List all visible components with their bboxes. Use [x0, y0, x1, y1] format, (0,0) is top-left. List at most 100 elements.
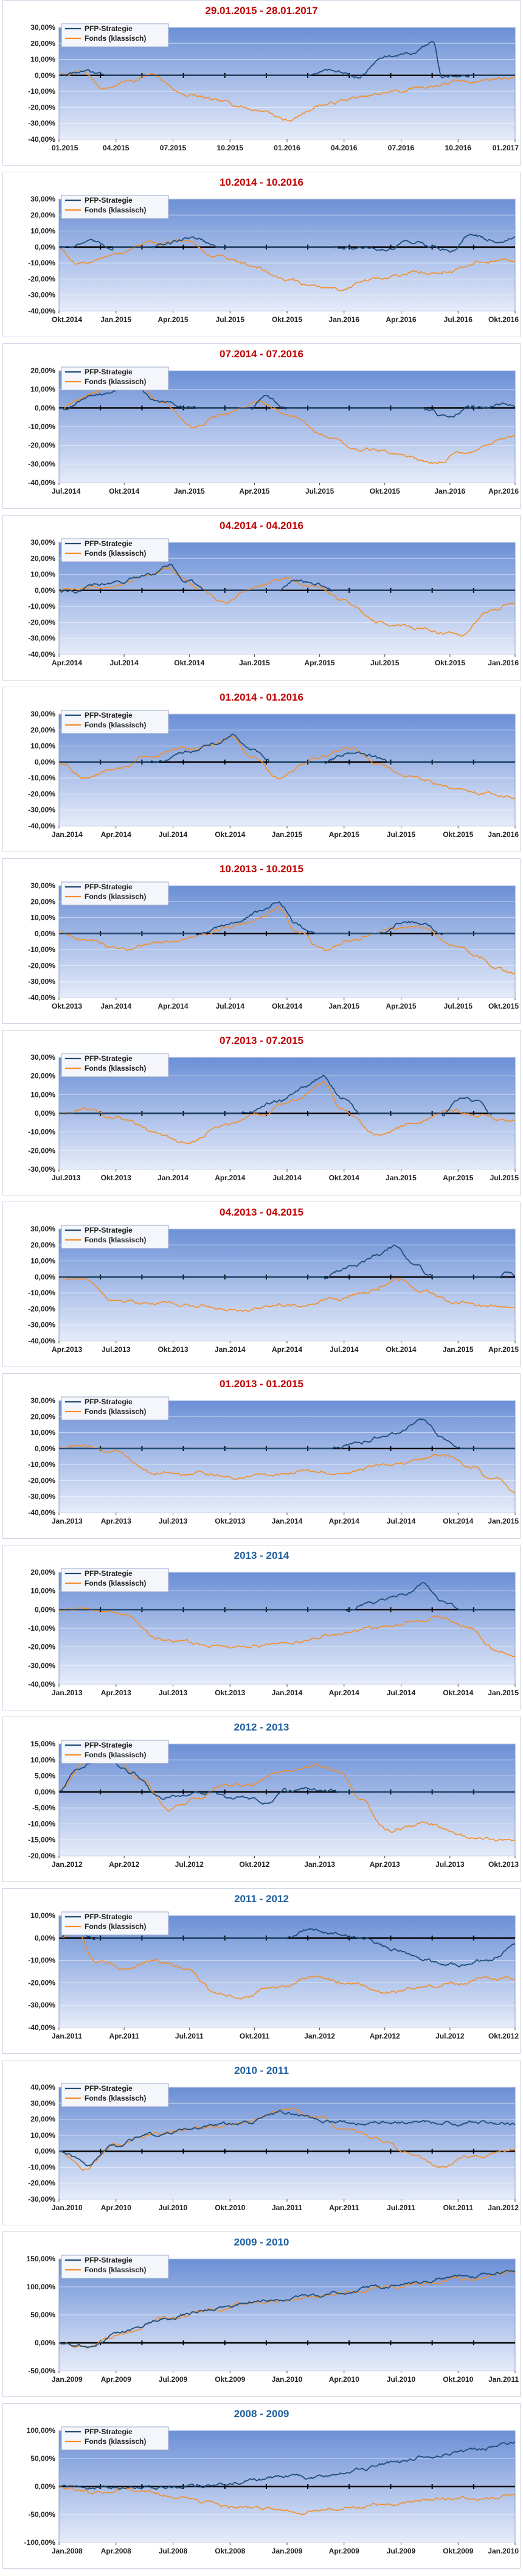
y-tick-label: 0,00% [35, 2339, 55, 2347]
x-tick-label: Jan.2010 [52, 2203, 83, 2212]
y-tick-label: -20,00% [28, 103, 55, 111]
y-tick-label: -100,00% [24, 2538, 56, 2547]
series-line-strategy [58, 2110, 516, 2167]
chart-panel: 2013 - 2014 20,00% 10,00% 0,00% -10,00% -20,0… [2, 1545, 521, 1710]
chart-title: 01.2013 - 01.2015 [220, 1378, 303, 1390]
y-tick-label: 10,00% [30, 1911, 55, 1920]
x-tick-label: 04.2015 [103, 144, 130, 152]
x-tick-label: Apr.2010 [329, 2375, 359, 2384]
legend-label: PFP-Strategie [85, 883, 133, 891]
legend-label: PFP-Strategie [85, 1741, 133, 1749]
y-tick-label: -30,00% [28, 119, 55, 128]
x-tick-label: 01.2015 [52, 144, 78, 152]
y-tick-label: 50,00% [30, 2311, 55, 2319]
legend-label: Fonds (klassisch) [85, 1579, 146, 1587]
x-tick-label: Jul.2011 [175, 2032, 204, 2040]
y-tick-label: -30,00% [28, 978, 55, 986]
series-line-fund [58, 1444, 516, 1494]
chart-title: 2010 - 2011 [234, 2065, 289, 2076]
x-tick-label: Jan.2013 [52, 1517, 83, 1525]
line-chart: 10.2014 - 10.2016 30,00% 20,00% 10,00% 0,00%… [28, 177, 519, 324]
y-tick-label: 20,00% [30, 1241, 55, 1249]
x-tick-label: Apr.2010 [101, 2203, 131, 2212]
y-tick-label: -20,00% [28, 618, 55, 626]
y-tick-label: 30,00% [30, 710, 55, 718]
x-tick-label: Jul.2015 [444, 1002, 473, 1010]
x-tick-label: Jan.2014 [215, 1345, 246, 1354]
series-line-fund [58, 1930, 516, 2000]
legend-box [61, 1911, 169, 1936]
x-tick-label: Jan.2012 [52, 1860, 83, 1869]
y-tick-label: 30,00% [30, 195, 55, 203]
x-tick-label: Apr.2014 [52, 659, 82, 667]
chart-title: 01.2014 - 01.2016 [220, 691, 303, 703]
line-chart: 2011 - 2012 10,00% 0,00% -10,00% -20,00% -30,… [28, 1893, 519, 2040]
x-tick-label: Okt.2014 [443, 1517, 473, 1525]
y-tick-label: 50,00% [30, 2454, 55, 2463]
series-line-strategy [58, 1928, 516, 1968]
x-tick-label: Jan.2015 [488, 1689, 519, 1697]
y-tick-label: 20,00% [30, 726, 55, 734]
y-tick-label: -20,00% [28, 1643, 55, 1651]
y-tick-label: -20,00% [28, 2179, 55, 2188]
x-tick-label: Jul.2014 [387, 1517, 416, 1525]
legend-label: PFP-Strategie [85, 196, 133, 205]
y-tick-label: 20,00% [30, 554, 55, 562]
series-line-fund [58, 1606, 516, 1657]
x-tick-label: Jul.2008 [159, 2547, 188, 2555]
y-tick-label: -50,00% [28, 2510, 55, 2519]
x-tick-label: Jul.2015 [305, 487, 334, 495]
chart-panel: 2011 - 2012 10,00% 0,00% -10,00% -20,00% -30,… [2, 1888, 521, 2054]
y-tick-label: -10,00% [28, 1956, 55, 1965]
x-tick-label: Apr.2015 [329, 830, 359, 839]
x-tick-label: Apr.2015 [443, 1174, 473, 1182]
y-tick-label: -20,00% [28, 1304, 55, 1313]
series-line-strategy [59, 1244, 516, 1280]
legend-label: Fonds (klassisch) [85, 1407, 146, 1416]
chart-title: 2012 - 2013 [234, 1721, 289, 1733]
x-tick-label: Apr.2015 [305, 659, 335, 667]
y-tick-label: 10,00% [30, 1429, 55, 1437]
x-tick-label: Jul.2011 [387, 2203, 415, 2212]
y-tick-label: -40,00% [28, 307, 55, 315]
y-tick-label: -50,00% [28, 2367, 55, 2375]
x-tick-label: Apr.2013 [370, 1860, 400, 1869]
series-line-strategy [59, 2441, 516, 2490]
y-tick-label: 0,00% [35, 1605, 55, 1614]
x-tick-label: Jul.2009 [387, 2547, 416, 2555]
y-tick-label: -15,00% [28, 1836, 55, 1844]
x-tick-label: Jan.2015 [272, 830, 303, 839]
y-tick-label: 0,00% [35, 586, 55, 595]
chart-panel: 2008 - 2009 100,00% 50,00% 0,00% -50,00% -100… [2, 2403, 521, 2569]
x-tick-label: Okt.2015 [272, 315, 302, 324]
y-tick-label: -30,00% [28, 460, 55, 468]
legend-box [61, 1225, 169, 1249]
y-tick-label: -30,00% [28, 634, 55, 643]
x-tick-label: Jul.2010 [387, 2375, 416, 2384]
chart-panel: 2010 - 2011 40,00% 30,00% 20,00% 10,00% 0,00%… [2, 2060, 521, 2225]
y-tick-label: -40,00% [28, 993, 55, 1002]
legend-label: Fonds (klassisch) [85, 1922, 146, 1931]
y-tick-label: 20,00% [30, 897, 55, 906]
x-tick-label: Jul.2013 [435, 1860, 465, 1869]
x-tick-label: Jan.2011 [272, 2203, 302, 2212]
line-chart: 2013 - 2014 20,00% 10,00% 0,00% -10,00% -20,0… [28, 1550, 519, 1697]
y-tick-label: -20,00% [28, 1146, 55, 1155]
x-tick-label: Jan.2013 [52, 1689, 83, 1697]
x-tick-label: Apr.2015 [158, 315, 188, 324]
legend-label: PFP-Strategie [85, 711, 133, 719]
legend-label: PFP-Strategie [85, 24, 133, 33]
y-tick-label: 0,00% [35, 1273, 55, 1281]
y-tick-label: 0,00% [35, 929, 55, 938]
y-tick-label: -40,00% [28, 1508, 55, 1517]
x-tick-label: Apr.2013 [52, 1345, 82, 1354]
x-tick-label: Apr.2011 [109, 2032, 139, 2040]
series-line-fund [58, 2270, 516, 2349]
y-tick-label: -10,00% [28, 422, 55, 431]
x-tick-label: Jul.2009 [159, 2375, 188, 2384]
x-tick-label: Jan.2015 [328, 1002, 359, 1010]
x-tick-label: Okt.2014 [215, 830, 245, 839]
